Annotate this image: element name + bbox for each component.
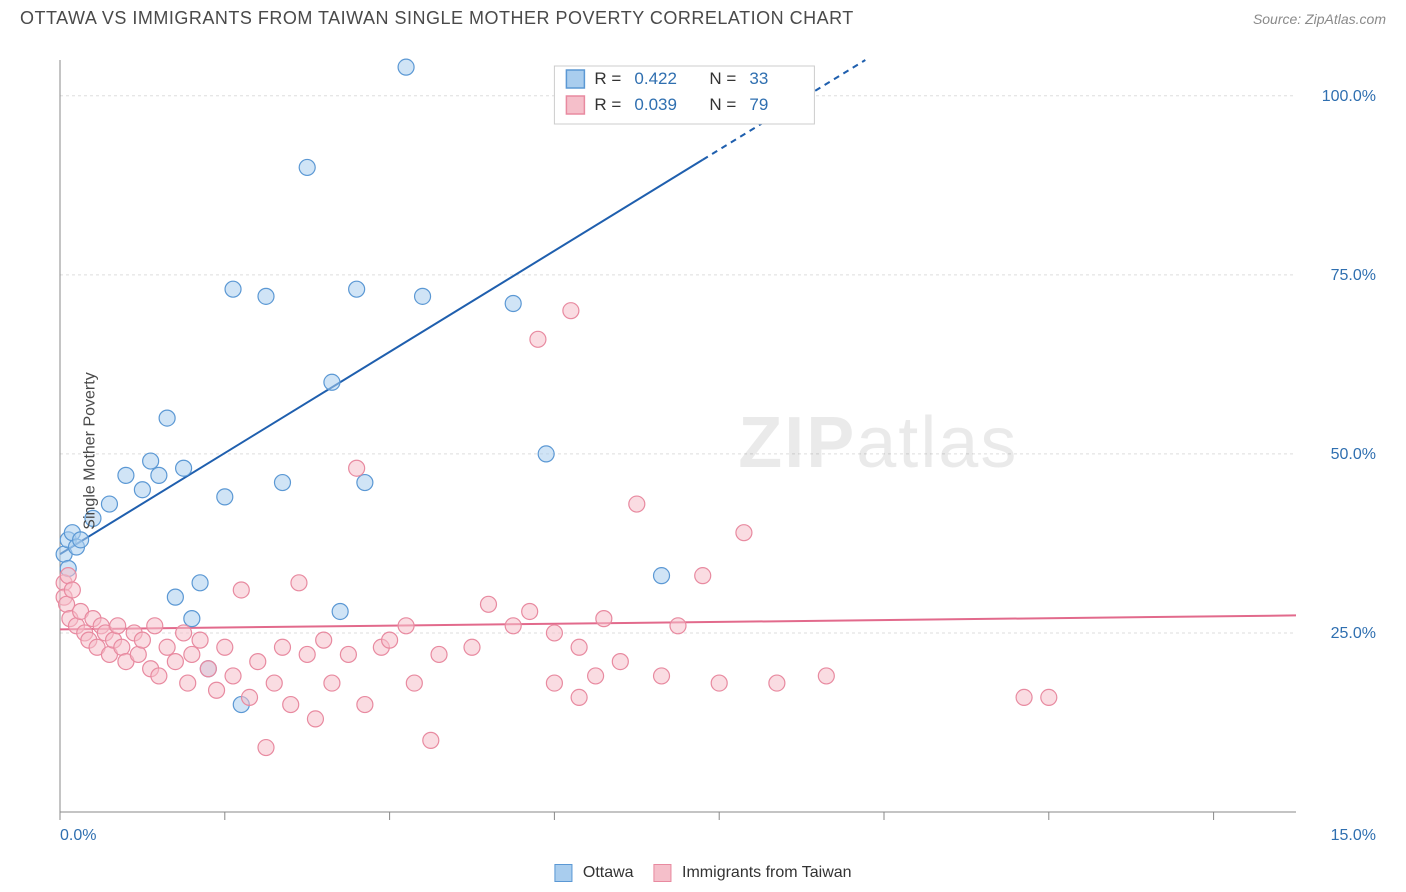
svg-text:75.0%: 75.0%: [1331, 267, 1376, 284]
scatter-chart: 25.0% 50.0% 75.0% 100.0% ZIPatlas 0.0% 15.0% R …: [50, 50, 1386, 852]
svg-text:15.0%: 15.0%: [1331, 827, 1376, 844]
svg-text:33: 33: [749, 69, 768, 88]
y-axis-label: Single Mother Poverty: [82, 372, 100, 529]
svg-text:N =: N =: [709, 95, 736, 114]
svg-text:N =: N =: [709, 69, 736, 88]
svg-text:R =: R =: [594, 69, 621, 88]
chart-container: Single Mother Poverty 25.0% 50.0% 75.0% 100…: [50, 50, 1386, 852]
svg-text:R =: R =: [594, 95, 621, 114]
source-label: Source: ZipAtlas.com: [1253, 11, 1386, 27]
svg-text:79: 79: [749, 95, 768, 114]
svg-text:ZIPatlas: ZIPatlas: [738, 403, 1018, 483]
legend-item-ottawa: Ottawa: [554, 864, 633, 882]
bottom-legend: Ottawa Immigrants from Taiwan: [554, 864, 851, 882]
svg-text:0.039: 0.039: [634, 95, 677, 114]
svg-text:0.0%: 0.0%: [60, 827, 96, 844]
svg-text:100.0%: 100.0%: [1322, 88, 1376, 105]
chart-title: OTTAWA VS IMMIGRANTS FROM TAIWAN SINGLE …: [20, 8, 854, 29]
svg-text:50.0%: 50.0%: [1331, 446, 1376, 463]
legend-item-taiwan: Immigrants from Taiwan: [654, 864, 852, 882]
legend-label-taiwan: Immigrants from Taiwan: [682, 864, 852, 881]
legend-label-ottawa: Ottawa: [583, 864, 634, 881]
svg-text:0.422: 0.422: [634, 69, 677, 88]
svg-text:25.0%: 25.0%: [1331, 625, 1376, 642]
legend-swatch-ottawa: [554, 864, 572, 882]
legend-swatch-taiwan: [654, 864, 672, 882]
